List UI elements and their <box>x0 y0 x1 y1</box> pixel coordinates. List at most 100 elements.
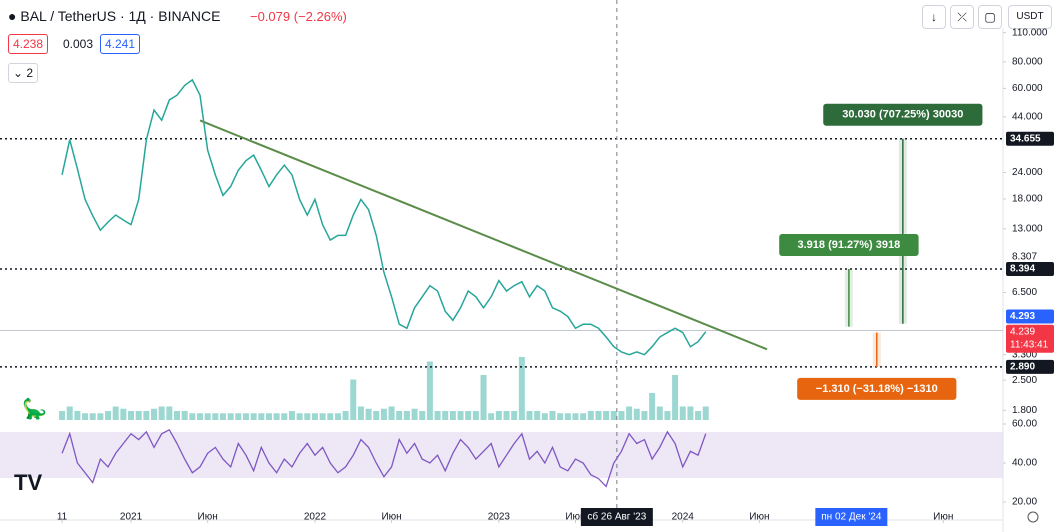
y-tick-label: 3.300 <box>1012 349 1037 360</box>
x-tick-label: Июн <box>749 512 769 523</box>
volume-bar <box>649 393 656 420</box>
alert-label: 4.293 <box>1010 311 1035 322</box>
x-tick-label: Июн <box>198 512 218 523</box>
level-label: 2.890 <box>1010 362 1035 373</box>
measure-box <box>779 233 919 256</box>
volume-bar <box>128 411 135 420</box>
volume-bar <box>97 413 104 420</box>
volume-bar <box>288 411 295 420</box>
volume-bar <box>664 411 671 420</box>
volume-bar <box>480 375 487 420</box>
level-label-box <box>1006 261 1054 276</box>
volume-bar <box>411 408 418 420</box>
volume-bar <box>82 413 89 420</box>
currency[interactable]: USDT <box>1008 5 1052 29</box>
volume-bar <box>511 411 518 420</box>
volume-bar <box>503 411 510 420</box>
volume-bar <box>526 411 533 420</box>
volume-bar <box>59 411 66 420</box>
volume-bar <box>488 413 495 420</box>
y-tick-label: 110.000 <box>1012 27 1048 38</box>
y-tick-label: 18.000 <box>1012 194 1043 205</box>
measure-box <box>823 103 983 126</box>
y-tick-label: 24.000 <box>1012 167 1043 178</box>
collapse-button[interactable]: ⤫ <box>950 5 974 29</box>
rsi-band <box>0 432 1003 478</box>
bid[interactable]: 4.238 <box>8 34 49 54</box>
y-tick-label: 60.000 <box>1012 83 1043 94</box>
volume-bar <box>449 411 456 420</box>
volume-bar <box>442 411 449 420</box>
volume-bar <box>495 411 502 420</box>
settings-button[interactable] <box>1027 511 1039 523</box>
ask[interactable]: 4.241 <box>100 34 141 54</box>
volume-bar <box>695 411 702 420</box>
volume-bar <box>219 413 226 420</box>
rsi-line <box>61 428 707 488</box>
level-label-box <box>1006 359 1054 374</box>
volume-bar <box>426 361 433 420</box>
volume-bar <box>342 411 349 420</box>
volume-bar <box>396 411 403 420</box>
volume-bar <box>380 408 387 420</box>
measure-label: −1.310 (−31.18%) −1310 <box>816 383 938 395</box>
volume-bar <box>89 413 96 420</box>
x-tick-label: 2022 <box>304 512 327 523</box>
volume-bar <box>373 411 380 420</box>
volume-bar <box>105 411 112 420</box>
stacked-label: 8.307 <box>1012 252 1037 263</box>
volume-bar <box>204 413 211 420</box>
x-tick-label: 2021 <box>120 512 143 523</box>
y-tick-label: 1.800 <box>1012 405 1037 416</box>
countdown: 11:43:41 <box>1010 339 1049 350</box>
measure-label: 3.918 (91.27%) 3918 <box>798 239 901 251</box>
x-tick-label: 11 <box>57 512 68 523</box>
volume-bar <box>587 411 594 420</box>
volume-bar <box>327 413 334 420</box>
volume-bar <box>66 406 73 420</box>
symbol[interactable]: ● BAL / TetherUS · 1Д · BINANCE <box>8 8 221 24</box>
volume-bar <box>334 413 341 420</box>
fullscreen-button[interactable]: ▢ <box>978 5 1002 29</box>
volume-bar <box>702 406 709 420</box>
volume-bar <box>135 411 142 420</box>
level-label: 8.394 <box>1010 264 1035 275</box>
volume-bar <box>618 411 625 420</box>
volume-bar <box>143 411 150 420</box>
indicators-count: 2 <box>26 66 34 80</box>
volume-bar <box>258 413 265 420</box>
volume-bar <box>610 411 617 420</box>
logo: TV <box>14 470 42 495</box>
volume-bar <box>580 413 587 420</box>
rsi-tick-label: 60.00 <box>1012 419 1037 430</box>
volume-bar <box>311 413 318 420</box>
volume-bar <box>281 413 288 420</box>
rsi-tick-label: 20.00 <box>1012 497 1037 508</box>
volume-bar <box>296 413 303 420</box>
volume-bar <box>242 413 249 420</box>
alert-label-box <box>1006 309 1054 324</box>
rsi-tick-label: 40.00 <box>1012 458 1037 469</box>
volume-bar <box>557 413 564 420</box>
volume-bar <box>388 406 395 420</box>
range_end-box <box>815 508 888 526</box>
trendline <box>199 119 768 351</box>
volume-bar <box>273 413 280 420</box>
y-tick-label: 2.500 <box>1012 375 1037 386</box>
down-button[interactable]: ↓ <box>922 5 946 29</box>
volume-bar <box>174 411 181 420</box>
volume-bar <box>181 411 188 420</box>
volume-bar <box>626 406 633 420</box>
volume-bar <box>419 411 426 420</box>
x-tick-label: Июн <box>565 512 585 523</box>
measure-label: 30.030 (707.25%) 30030 <box>842 109 963 121</box>
measure-box <box>797 377 957 400</box>
indicators-toggle[interactable]: ⌄ 2 <box>8 63 39 83</box>
spread: 0.003 <box>63 37 94 51</box>
volume-bar <box>656 406 663 420</box>
volume-bar <box>365 408 372 420</box>
volume-bar <box>534 411 541 420</box>
volume-bar <box>687 406 694 420</box>
volume-bar <box>641 411 648 420</box>
